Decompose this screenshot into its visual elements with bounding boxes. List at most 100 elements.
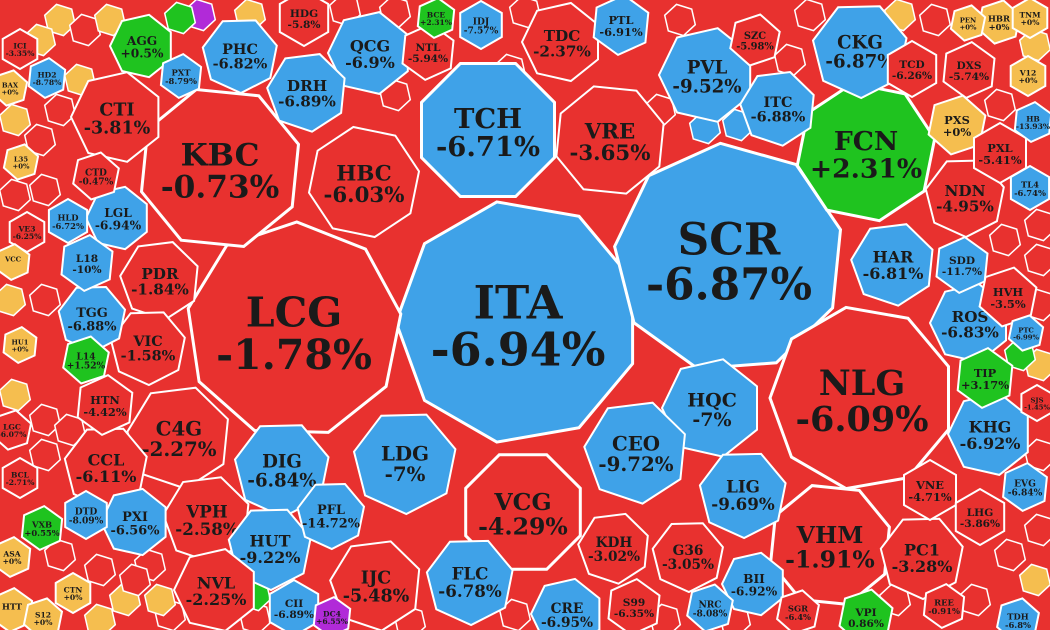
cell-pvl[interactable]: PVL-9.52% bbox=[657, 27, 752, 123]
cell-idj[interactable]: IDJ-7.57% bbox=[459, 0, 503, 51]
cell-tip[interactable]: TIP+3.17% bbox=[956, 346, 1014, 410]
cell-vxb[interactable]: VXB+0.55% bbox=[20, 504, 64, 552]
cell-kdh[interactable]: KDH-3.02% bbox=[577, 512, 649, 585]
cell-flc[interactable]: FLC-6.78% bbox=[425, 539, 514, 627]
cell-sjs[interactable]: SJS-1.45% bbox=[1020, 383, 1050, 423]
cell-tgg[interactable]: TGG-6.88% bbox=[57, 285, 127, 354]
cell-itc[interactable]: ITC-6.88% bbox=[739, 70, 815, 147]
cell-ticker: HTT bbox=[2, 601, 23, 611]
cell-ptl[interactable]: PTL-6.91% bbox=[592, 0, 650, 57]
cell-hld[interactable]: HLD-6.72% bbox=[47, 197, 89, 245]
cell-ldg[interactable]: LDG-7% bbox=[352, 413, 457, 516]
cell-nlg[interactable]: NLG-6.09% bbox=[768, 305, 950, 491]
cell-bax[interactable]: BAX+0% bbox=[0, 69, 29, 107]
cell-v12[interactable]: V12+0% bbox=[1009, 54, 1047, 98]
cell-ceo[interactable]: CEO-9.72% bbox=[583, 401, 686, 505]
cell-s12[interactable]: S12+0% bbox=[22, 597, 64, 630]
cell-phc[interactable]: PHC-6.82% bbox=[201, 19, 278, 95]
cell-tcd[interactable]: TCD-6.26% bbox=[886, 39, 938, 99]
cell-g36[interactable]: G36-3.05% bbox=[651, 522, 724, 594]
cell-vhm[interactable]: VHM-1.91% bbox=[769, 484, 891, 606]
cell-asa[interactable]: ASA+0% bbox=[0, 535, 32, 579]
cell-bce[interactable]: BCE+2.31% bbox=[416, 0, 456, 40]
cell-vcc[interactable]: VCC bbox=[0, 242, 31, 282]
cell-vre[interactable]: VRE-3.65% bbox=[555, 85, 665, 195]
cell-hbc[interactable]: HBC-6.03% bbox=[307, 125, 421, 239]
cell-l14[interactable]: L14+1.52% bbox=[62, 335, 110, 385]
cell-tnm[interactable]: TNM+0% bbox=[1011, 0, 1049, 40]
cell-tch[interactable]: TCH-6.71% bbox=[420, 62, 556, 198]
cell-dig[interactable]: DIG-6.84% bbox=[233, 424, 330, 519]
cell-shape bbox=[2, 325, 38, 365]
cell-cti[interactable]: CTI-3.81% bbox=[69, 71, 160, 163]
cell-drh[interactable]: DRH-6.89% bbox=[266, 53, 346, 133]
cell-szc[interactable]: SZC-5.98% bbox=[729, 13, 781, 67]
cell-ndn[interactable]: NDN-4.95% bbox=[924, 159, 1005, 239]
cell-kbc[interactable]: KBC-0.73% bbox=[139, 87, 301, 249]
cell-vph[interactable]: VPH-2.58% bbox=[162, 476, 250, 564]
cell-khg[interactable]: KHG-6.92% bbox=[946, 392, 1029, 476]
cell-pdr[interactable]: PDR-1.84% bbox=[119, 241, 199, 321]
cell-dtd[interactable]: DTD-8.09% bbox=[64, 489, 108, 541]
cell-l35[interactable]: L35+0% bbox=[2, 143, 40, 181]
cell-vne[interactable]: VNE-4.71% bbox=[903, 458, 957, 522]
cell-hd2[interactable]: HD2-8.78% bbox=[27, 56, 67, 100]
cell-hvh[interactable]: HVH-3.5% bbox=[978, 266, 1038, 328]
cell-lhg[interactable]: LHG-3.86% bbox=[954, 487, 1006, 547]
cell-agg[interactable]: AGG+0.5% bbox=[108, 13, 172, 79]
cell-ntl[interactable]: NTL-5.94% bbox=[401, 22, 455, 82]
cell-qcg[interactable]: QCG-6.9% bbox=[326, 11, 409, 95]
cell-hdg[interactable]: HDG-5.8% bbox=[278, 0, 330, 48]
cell-nrc[interactable]: NRC-8.08% bbox=[686, 583, 734, 630]
cell-tl4[interactable]: TL4-6.74% bbox=[1009, 164, 1050, 212]
cell-dc4[interactable]: DC4+6.55% bbox=[312, 595, 352, 630]
cell-c4g[interactable]: C4G-2.27% bbox=[126, 386, 229, 490]
cell-lig[interactable]: LIG-9.69% bbox=[698, 452, 787, 540]
cell-shape bbox=[1020, 383, 1050, 423]
cell-lgl[interactable]: LGL-6.94% bbox=[84, 185, 148, 251]
cell-pxl[interactable]: PXL-5.41% bbox=[973, 121, 1027, 185]
cell-pc1[interactable]: PC1-3.28% bbox=[879, 517, 964, 601]
cell-ckg[interactable]: CKG-6.87% bbox=[811, 5, 908, 100]
cell-sgr[interactable]: SGR-6.4% bbox=[776, 589, 820, 630]
cell-bii[interactable]: BII-6.92% bbox=[720, 551, 784, 617]
cell-tdc[interactable]: TDC-2.37% bbox=[520, 1, 599, 83]
cell-hu1[interactable]: HU1+0% bbox=[2, 325, 38, 365]
cell-cii[interactable]: CII-6.89% bbox=[268, 578, 320, 630]
cell-ccl[interactable]: CCL-6.11% bbox=[63, 427, 148, 511]
cell-ree[interactable]: REE-0.91% bbox=[922, 582, 966, 630]
cell-bcl[interactable]: BCL-2.71% bbox=[1, 456, 39, 500]
cell-hb[interactable]: HB-13.93% bbox=[1013, 100, 1050, 144]
cell-hqc[interactable]: HQC-7% bbox=[660, 358, 758, 458]
cell-pfl[interactable]: PFL-14.72% bbox=[296, 482, 366, 551]
cell-ve3[interactable]: VE3-6.25% bbox=[8, 210, 46, 254]
cell-pen[interactable]: PEN+0% bbox=[949, 4, 987, 42]
cell-sdd[interactable]: SDD-11.7% bbox=[935, 235, 989, 295]
cell-nvl[interactable]: NVL-2.25% bbox=[172, 548, 255, 630]
cell-ijc[interactable]: IJC-5.48% bbox=[329, 540, 421, 630]
cell-l18[interactable]: L18-10% bbox=[60, 233, 114, 293]
cell-s99[interactable]: S99-6.35% bbox=[607, 577, 661, 630]
cell-fcn[interactable]: FCN+2.31% bbox=[795, 81, 937, 223]
cell-scr[interactable]: SCR-6.87% bbox=[613, 141, 843, 371]
cell-lcg[interactable]: LCG-1.78% bbox=[186, 220, 403, 434]
cell-pxs[interactable]: PXS+0% bbox=[927, 94, 987, 156]
cell-htn[interactable]: HTN-4.42% bbox=[76, 373, 134, 437]
cell-ici[interactable]: ICI-3.35% bbox=[1, 27, 39, 71]
cell-vcg[interactable]: VCG-4.29% bbox=[464, 453, 582, 571]
cell-ctn[interactable]: CTN+0% bbox=[54, 571, 92, 615]
cell-cre[interactable]: CRE-6.95% bbox=[529, 577, 601, 630]
cell-tdh[interactable]: TDH-6.8% bbox=[996, 597, 1040, 630]
cell-ptc[interactable]: PTC-6.99% bbox=[1007, 314, 1045, 352]
cell-evg[interactable]: EVG-6.84% bbox=[1002, 461, 1048, 513]
cell-ita[interactable]: ITA-6.94% bbox=[394, 200, 635, 444]
cell-ctd[interactable]: CTD-0.47% bbox=[72, 151, 120, 201]
cell-shape bbox=[935, 235, 989, 295]
cell-pxt[interactable]: PXT-8.79% bbox=[159, 52, 203, 100]
cell-lgc[interactable]: LGC-6.07% bbox=[0, 409, 33, 451]
cell-har[interactable]: HAR-6.81% bbox=[850, 223, 934, 307]
cell-hbr[interactable]: HBR+0% bbox=[977, 0, 1021, 45]
cell-dxs[interactable]: DXS-5.74% bbox=[942, 40, 996, 100]
cell-pxi[interactable]: PXI-6.56% bbox=[99, 487, 167, 557]
